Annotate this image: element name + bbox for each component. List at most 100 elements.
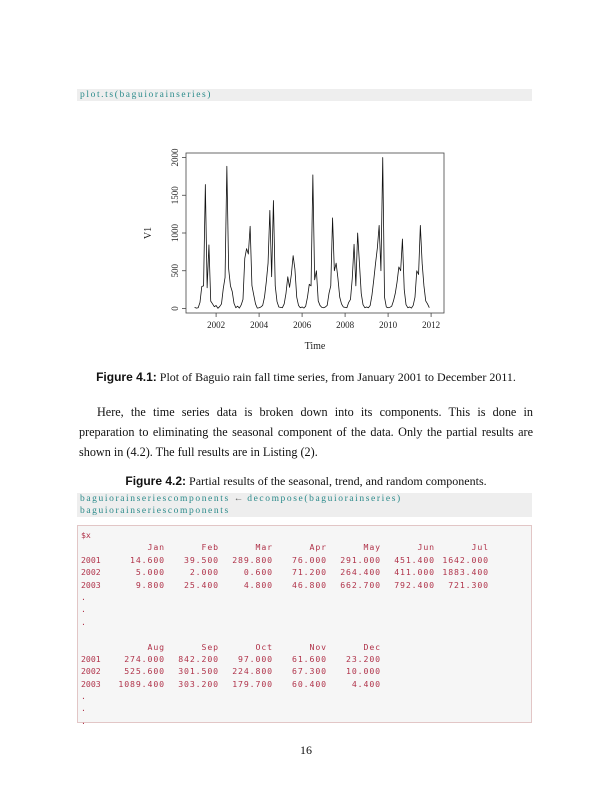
decompose-lhs: baguiorainseriescomponents bbox=[80, 494, 230, 504]
month-header: Jul bbox=[471, 542, 489, 553]
paragraph-text: Here, the time series data is broken dow… bbox=[79, 405, 533, 459]
output-block-aug-dec: Aug Sep Oct Nov Dec 2001 274.000 842.200 97.000 6… bbox=[81, 641, 531, 691]
decompose-rhs: decompose(baguiorainseries) bbox=[247, 494, 402, 504]
month-header: Jan bbox=[147, 542, 165, 553]
table-cell: 5.000 bbox=[135, 567, 165, 578]
x-axis-label: Time bbox=[305, 341, 326, 352]
figure-4-1-caption: Figure 4.1: Plot of Baguio rain fall tim… bbox=[40, 369, 572, 385]
row-year: 2002 bbox=[81, 567, 101, 578]
y-tick-label: 500 bbox=[170, 263, 180, 277]
month-header: May bbox=[363, 542, 381, 553]
table-cell: 525.600 bbox=[124, 666, 165, 677]
row-year: 2003 bbox=[81, 579, 101, 590]
table-cell: 4.800 bbox=[243, 579, 273, 590]
y-tick-label: 1500 bbox=[170, 186, 180, 205]
table-cell: 25.400 bbox=[184, 579, 219, 590]
month-header: Feb bbox=[201, 542, 219, 553]
table-cell: 9.800 bbox=[135, 579, 165, 590]
table-cell: 721.300 bbox=[448, 579, 489, 590]
ellipsis-line: . bbox=[81, 715, 86, 726]
table-cell: 662.700 bbox=[340, 579, 381, 590]
body-paragraph: Here, the time series data is broken dow… bbox=[79, 402, 533, 462]
row-year: 2001 bbox=[81, 653, 101, 664]
month-header: Oct bbox=[255, 641, 273, 652]
figure-4-2-caption: Figure 4.2: Partial results of the seaso… bbox=[40, 473, 572, 489]
table-cell: 291.000 bbox=[340, 554, 381, 565]
table-cell: 289.800 bbox=[232, 554, 273, 565]
table-cell: 10.000 bbox=[346, 666, 381, 677]
y-tick-label: 1000 bbox=[170, 224, 180, 243]
figure-4-1-label: Figure 4.1: bbox=[96, 370, 157, 384]
x-tick-label: 2008 bbox=[336, 320, 355, 330]
table-cell: 451.400 bbox=[394, 554, 435, 565]
table-cell: 23.200 bbox=[346, 653, 381, 664]
table-cell: 1089.400 bbox=[118, 678, 165, 689]
decompose-line2: baguiorainseriescomponents bbox=[80, 506, 230, 516]
table-cell: 842.200 bbox=[178, 653, 219, 664]
table-row: 2003 9.800 25.400 4.800 46.800 662.700 792.400… bbox=[81, 579, 531, 591]
month-header: Mar bbox=[255, 542, 273, 553]
table-cell: 39.500 bbox=[184, 554, 219, 565]
table-cell: 1642.000 bbox=[442, 554, 489, 565]
table-cell: 4.400 bbox=[351, 678, 381, 689]
ellipsis-line: . bbox=[81, 616, 86, 627]
table-cell: 60.400 bbox=[292, 678, 327, 689]
table-cell: 14.600 bbox=[130, 554, 165, 565]
table-cell: 67.300 bbox=[292, 666, 327, 677]
x-tick-label: 2006 bbox=[293, 320, 312, 330]
code-decompose-call: baguiorainseriescomponents ← decompose(b… bbox=[77, 493, 532, 517]
month-header-row: Jan Feb Mar Apr May Jun Jul bbox=[81, 541, 531, 553]
output-header: $x bbox=[81, 530, 91, 540]
table-cell: 61.600 bbox=[292, 653, 327, 664]
page-number: 16 bbox=[300, 743, 312, 757]
x-tick-label: 2012 bbox=[422, 320, 440, 330]
row-year: 2003 bbox=[81, 678, 101, 689]
table-cell: 179.700 bbox=[232, 678, 273, 689]
table-cell: 76.000 bbox=[292, 554, 327, 565]
table-cell: 46.800 bbox=[292, 579, 327, 590]
table-cell: 0.600 bbox=[243, 567, 273, 578]
ellipsis-line: . bbox=[81, 591, 86, 602]
table-cell: 792.400 bbox=[394, 579, 435, 590]
month-header: Aug bbox=[147, 641, 165, 652]
figure-4-1-text: Plot of Baguio rain fall time series, fr… bbox=[159, 370, 516, 384]
table-cell: 97.000 bbox=[238, 653, 273, 664]
table-cell: 71.200 bbox=[292, 567, 327, 578]
month-header: Sep bbox=[201, 641, 219, 652]
y-axis-label: V1 bbox=[143, 227, 154, 239]
table-row: 2002 5.000 2.000 0.600 71.200 264.400 411.000 1… bbox=[81, 566, 531, 578]
assign-arrow: ← bbox=[233, 494, 244, 504]
code-plot-call: plot.ts(baguiorainseries) bbox=[77, 89, 532, 101]
month-header: Apr bbox=[309, 542, 327, 553]
month-header: Jun bbox=[417, 542, 435, 553]
table-cell: 2.000 bbox=[189, 567, 219, 578]
month-header: Dec bbox=[363, 641, 381, 652]
x-tick-label: 2002 bbox=[207, 320, 225, 330]
table-row: 2001 14.600 39.500 289.800 76.000 291.000 451.… bbox=[81, 554, 531, 566]
table-row: 2001 274.000 842.200 97.000 61.600 23.200 bbox=[81, 653, 531, 665]
row-year: 2002 bbox=[81, 666, 101, 677]
rainfall-time-series-chart: 2002 2004 2006 2008 2010 2012 0 500 1000 1500 2000… bbox=[143, 148, 445, 352]
table-row: 2002 525.600 301.500 224.800 67.300 10.000 bbox=[81, 665, 531, 677]
ellipsis-line: . bbox=[81, 703, 86, 714]
x-tick-label: 2010 bbox=[379, 320, 398, 330]
table-row: 2003 1089.400 303.200 179.700 60.400 4.400 bbox=[81, 678, 531, 690]
table-cell: 224.800 bbox=[232, 666, 273, 677]
x-tick-label: 2004 bbox=[250, 320, 269, 330]
ellipsis-line: . bbox=[81, 691, 86, 702]
table-cell: 1883.400 bbox=[442, 567, 489, 578]
figure-4-2-text: Partial results of the seasonal, trend, … bbox=[189, 474, 487, 488]
row-year: 2001 bbox=[81, 554, 101, 565]
ellipsis-line: . bbox=[81, 604, 86, 615]
table-cell: 303.200 bbox=[178, 678, 219, 689]
plot-frame bbox=[185, 152, 445, 314]
table-cell: 411.000 bbox=[394, 567, 435, 578]
output-block-jan-jul: Jan Feb Mar Apr May Jun Jul 2001 14.600 39.500 289… bbox=[81, 541, 531, 591]
table-cell: 264.400 bbox=[340, 567, 381, 578]
month-header-row: Aug Sep Oct Nov Dec bbox=[81, 641, 531, 653]
month-header: Nov bbox=[309, 641, 327, 652]
table-cell: 301.500 bbox=[178, 666, 219, 677]
rainfall-series-line bbox=[194, 157, 430, 309]
r-console-output: $x Jan Feb Mar Apr May Jun Jul 2001 14.600 39.500… bbox=[77, 525, 532, 726]
table-cell: 274.000 bbox=[124, 653, 165, 664]
